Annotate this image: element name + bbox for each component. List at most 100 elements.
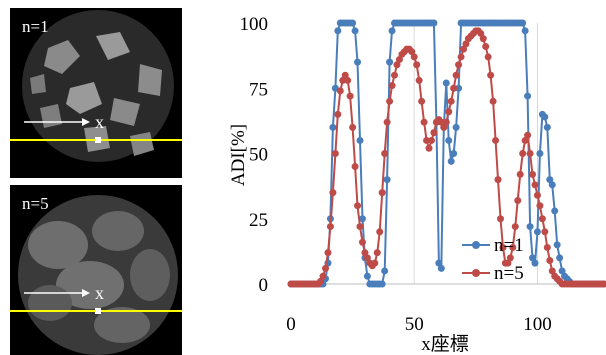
data-point-n=5-88 [504,259,512,267]
chart-axes: 0 50 100 0 25 50 75 100 [240,14,604,335]
data-point-n=5-101 [536,202,544,210]
data-point-n=5-68 [455,61,463,69]
data-point-n=1-108 [553,241,561,249]
data-point-n=5-102 [538,215,546,223]
data-point-n=5-92 [514,196,522,204]
data-point-n=5-28 [356,223,364,231]
data-point-n=1-27 [354,58,362,66]
data-point-n=5-69 [457,53,465,61]
data-point-n=5-51 [413,61,421,69]
data-point-n=5-56 [425,144,433,152]
data-point-n=5-104 [543,243,551,251]
data-point-n=1-101 [536,150,544,157]
series-n=5 [287,27,606,288]
data-point-n=1-67 [452,123,460,131]
x-axis-label: x座標 [421,333,469,355]
data-point-n=1-110 [558,267,566,275]
y-tick-label-100: 100 [240,14,269,35]
data-point-n=5-40 [386,97,394,105]
chart-series [287,19,606,288]
data-point-n=5-44 [395,56,403,64]
data-point-n=5-83 [492,136,500,144]
data-point-n=5-81 [487,71,495,79]
data-point-n=1-64 [445,136,453,144]
data-point-n=5-66 [450,84,458,92]
data-point-n=5-39 [383,118,391,126]
data-point-n=1-106 [548,181,556,189]
data-point-n=1-96 [524,92,532,100]
data-point-n=5-30 [361,249,369,257]
data-point-n=5-55 [423,136,431,144]
data-point-n=5-100 [533,191,541,199]
y-tick-label-0: 0 [259,275,269,296]
data-point-n=5-63 [442,118,450,126]
data-point-n=1-99 [531,259,539,267]
legend-label-n5: n=5 [494,263,524,284]
data-point-n=1-29 [358,215,366,223]
data-point-n=5-50 [410,53,418,61]
panel-label-n1: n=1 [22,17,49,36]
data-point-n=1-19 [334,27,342,35]
data-point-n=1-60 [435,259,443,267]
data-point-n=5-82 [489,97,497,105]
data-point-n=5-89 [506,254,514,262]
data-point-n=5-80 [484,53,492,61]
data-point-n=5-105 [546,257,554,265]
data-point-n=5-49 [408,48,416,56]
data-point-n=5-20 [336,87,344,95]
data-point-n=5-35 [373,249,381,257]
data-point-n=5-42 [391,71,399,79]
data-point-n=5-53 [418,97,426,105]
data-point-n=1-63 [442,79,450,87]
data-point-n=1-38 [381,267,389,275]
data-point-n=1-104 [543,123,551,131]
data-point-n=1-26 [351,27,359,35]
x-tick-label-50: 50 [405,314,424,335]
data-point-n=1-66 [450,150,458,157]
data-point-n=5-18 [331,150,339,157]
legend-label-n1: n=1 [494,235,524,256]
data-point-n=5-43 [393,61,401,69]
data-point-n=1-103 [541,113,549,121]
data-point-n=5-86 [499,243,507,251]
data-point-n=5-31 [363,254,371,262]
grain-image-n1 [10,10,182,162]
data-point-n=1-98 [529,254,537,262]
data-point-n=5-21 [339,76,347,84]
data-point-n=5-93 [516,170,524,178]
data-point-n=5-62 [440,123,448,131]
data-point-n=5-57 [427,136,435,144]
data-point-n=5-22 [341,71,349,79]
data-point-n=1-95 [521,27,529,35]
data-point-n=5-17 [329,189,337,197]
data-point-n=1-109 [556,254,564,262]
data-point-n=5-71 [462,40,470,48]
y-tick-label-50: 50 [249,145,268,166]
data-point-n=5-52 [415,76,423,84]
data-point-n=5-106 [548,267,556,275]
panel-label-n5: n=5 [22,194,49,213]
data-point-n=1-107 [551,207,559,215]
data-point-n=1-41 [388,27,396,35]
data-point-n=5-37 [378,189,386,197]
data-point-n=5-99 [531,181,539,189]
data-point-n=5-26 [351,163,359,171]
data-point-n=5-19 [334,110,342,118]
data-point-n=5-98 [529,170,537,178]
data-point-n=5-127 [600,280,606,288]
y-tick-label-75: 75 [249,79,268,100]
data-point-n=1-105 [546,176,554,184]
data-point-n=1-40 [386,58,394,66]
data-point-n=1-61 [437,264,445,272]
data-point-n=1-100 [533,228,541,236]
data-point-n=5-36 [376,228,384,236]
data-point-n=1-94 [519,19,527,27]
data-point-n=5-41 [388,82,396,90]
data-point-n=5-23 [344,76,352,84]
data-point-n=5-29 [358,238,366,246]
data-point-n=1-31 [363,272,371,280]
data-point-n=5-24 [346,92,354,100]
data-point-n=1-58 [430,19,438,27]
data-point-n=5-25 [349,123,357,131]
